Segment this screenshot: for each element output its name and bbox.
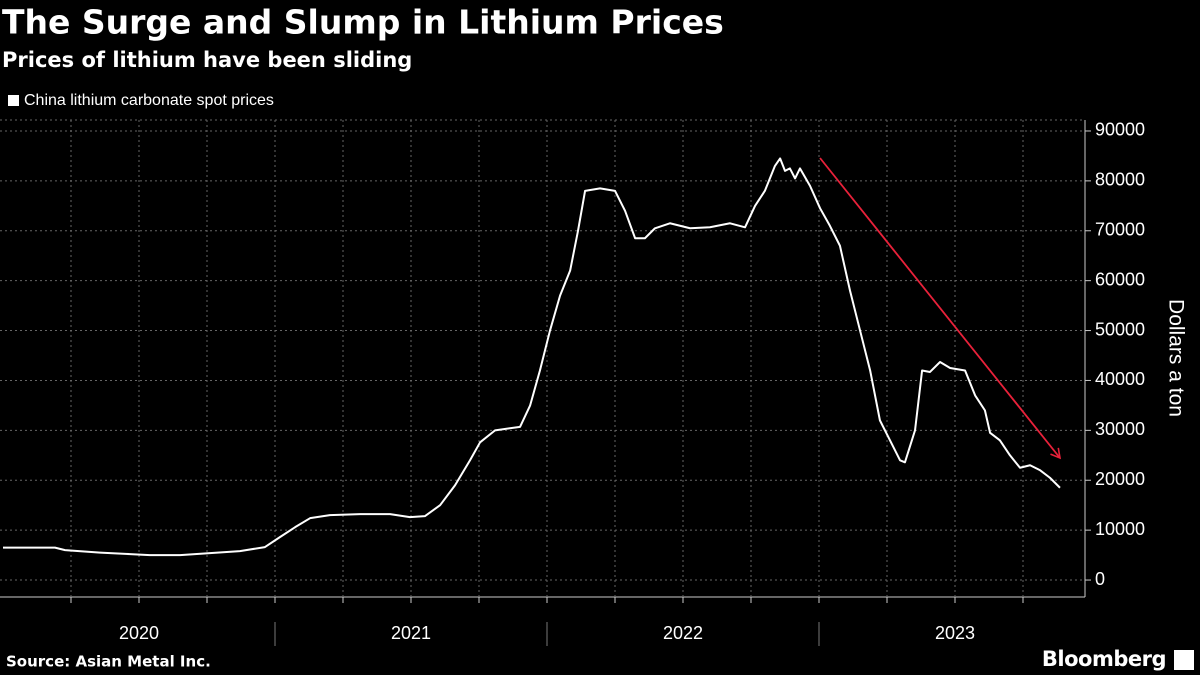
trend-arrow [819, 157, 1062, 460]
x-tick-label: 2023 [935, 623, 975, 643]
chart-title: The Surge and Slump in Lithium Prices [2, 3, 724, 42]
y-tick-label: 60000 [1095, 269, 1145, 289]
y-tick-label: 70000 [1095, 220, 1145, 240]
y-tick-label: 80000 [1095, 170, 1145, 190]
y-tick-label: 0 [1095, 569, 1105, 589]
chart-subtitle: Prices of lithium have been sliding [2, 48, 412, 72]
y-tick-label: 20000 [1095, 469, 1145, 489]
y-tick-label: 30000 [1095, 419, 1145, 439]
brand: Bloomberg [1042, 647, 1166, 671]
y-tick-label: 90000 [1095, 120, 1145, 140]
y-axis-title: Dollars a ton [1164, 299, 1187, 417]
y-tick-label: 10000 [1095, 519, 1145, 539]
legend-swatch [8, 95, 19, 106]
source: Source: Asian Metal Inc. [6, 653, 211, 671]
y-tick-label: 40000 [1095, 369, 1145, 389]
y-tick-label: 50000 [1095, 319, 1145, 339]
x-tick-label: 2021 [391, 623, 431, 643]
price-line [3, 157, 1061, 557]
legend-label: China lithium carbonate spot prices [24, 92, 274, 109]
brand-icon [1174, 650, 1194, 670]
x-tick-label: 2020 [119, 623, 159, 643]
x-tick-label: 2022 [663, 623, 703, 643]
